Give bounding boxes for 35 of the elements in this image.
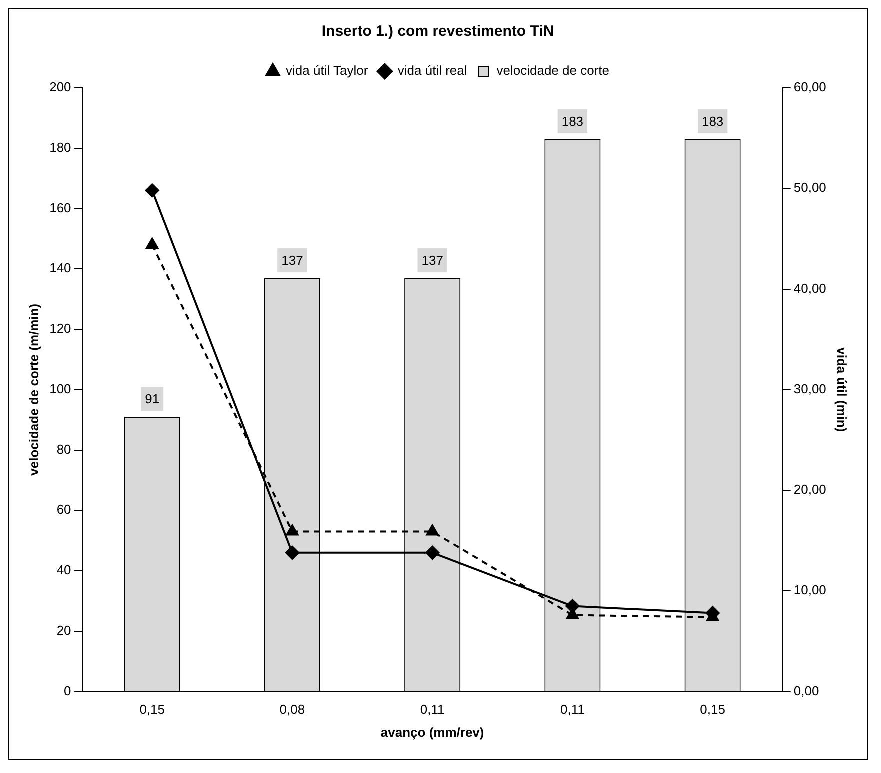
y-tick-label: 180	[50, 140, 72, 155]
text: 91	[145, 392, 160, 407]
legend-label: velocidade de corte	[496, 63, 610, 78]
y2-tick-label: 60,00	[794, 80, 826, 95]
y-tick-label: 160	[50, 200, 72, 216]
y2-tick-label: 10,00	[794, 582, 826, 598]
x-tick-label: 0,08	[280, 702, 306, 718]
y2-axis-title: vida útil (min)	[834, 348, 850, 432]
y2-tick-label: 0,00	[794, 683, 820, 698]
y-tick-label: 140	[50, 260, 72, 276]
x-axis-title: avanço (mm/rev)	[380, 724, 484, 740]
chart-title: Inserto 1.) com revestimento TiN	[322, 23, 554, 40]
legend-label: vida útil Taylor	[286, 63, 369, 78]
x-tick-label: 0,11	[420, 702, 445, 718]
y-tick-label: 20	[56, 623, 72, 638]
y-tick-label: 120	[50, 321, 72, 336]
y2-tick-label: 30,00	[794, 381, 826, 396]
y-tick-label: 100	[50, 381, 72, 396]
text: 137	[282, 252, 304, 268]
y-axis-title: velocidade de corte (m/min)	[26, 304, 42, 476]
y-tick-label: 0	[64, 683, 72, 698]
legend-label: vida útil real	[398, 63, 468, 78]
y-tick-label: 200	[50, 80, 72, 95]
y2-tick-label: 20,00	[794, 482, 826, 498]
text: 137	[422, 252, 444, 268]
y2-tick-label: 40,00	[794, 280, 826, 296]
y-tick-label: 40	[56, 562, 72, 578]
text: 183	[702, 114, 724, 129]
y2-tick-label: 50,00	[794, 180, 826, 196]
x-tick-label: 0,15	[140, 702, 166, 718]
x-tick-label: 0,11	[560, 702, 585, 718]
text: 183	[562, 114, 584, 129]
y-tick-label: 80	[56, 442, 72, 457]
y-tick-label: 60	[56, 502, 72, 518]
x-tick-label: 0,15	[700, 702, 726, 718]
